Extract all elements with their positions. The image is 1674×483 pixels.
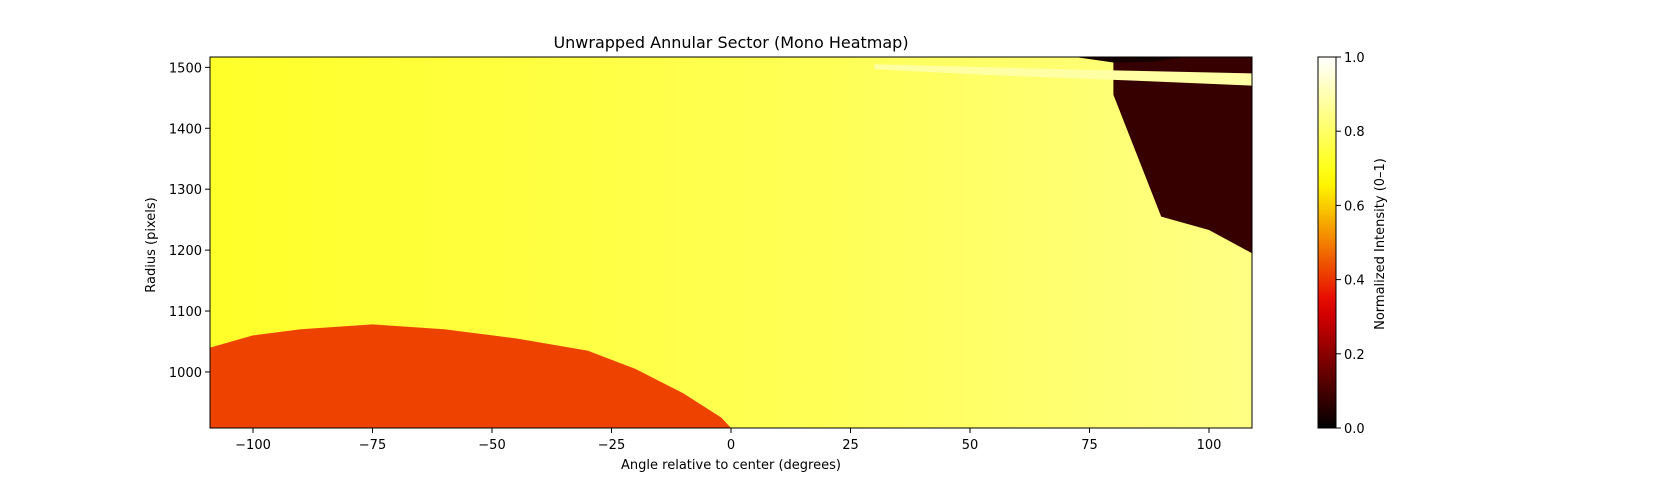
colorbar-tick-label: 0.2	[1344, 348, 1365, 363]
colorbar-tick-label: 0.0	[1344, 422, 1365, 437]
x-tick-label: 0	[727, 438, 735, 453]
x-tick-label: 50	[962, 438, 979, 453]
y-tick-label: 1100	[169, 305, 202, 320]
heatmap-image	[210, 57, 1252, 428]
y-tick-label: 1300	[169, 183, 202, 198]
heatmap-region-lower-left-low-intensity-lobe	[210, 324, 731, 428]
x-tick-label: 75	[1081, 438, 1098, 453]
colorbar-tick-label: 0.8	[1344, 125, 1365, 140]
x-tick-label: −25	[598, 438, 625, 453]
x-axis-label: Angle relative to center (degrees)	[621, 458, 841, 473]
chart-title: Unwrapped Annular Sector (Mono Heatmap)	[553, 33, 908, 52]
y-tick-label: 1000	[169, 366, 202, 381]
x-tick-label: −50	[478, 438, 505, 453]
heatmap-region-top-dark-arc	[1075, 57, 1186, 63]
x-tick-label: −100	[235, 438, 271, 453]
plot-area: −100 −75 −50 −25 0 25 50 75 100 1000 1100 1200 1300 1…	[169, 56, 1253, 453]
heatmap-region-upper-right-dark-region	[1113, 57, 1252, 254]
y-tick-label: 1200	[169, 244, 202, 259]
x-tick-label: 25	[842, 438, 859, 453]
x-tick-label: 100	[1197, 438, 1222, 453]
colorbar-gradient	[1317, 56, 1337, 429]
colorbar-tick-label: 0.4	[1344, 274, 1365, 289]
y-tick-label: 1500	[169, 61, 202, 76]
y-tick-label: 1400	[169, 122, 202, 137]
colorbar-label: Normalized Intensity (0–1)	[1373, 158, 1388, 330]
colorbar: 0.0 0.2 0.4 0.6 0.8 1.0	[1317, 51, 1365, 437]
y-axis-label: Radius (pixels)	[144, 197, 159, 292]
colorbar-tick-label: 1.0	[1344, 51, 1365, 66]
colorbar-tick-label: 0.6	[1344, 199, 1365, 214]
x-tick-label: −75	[359, 438, 386, 453]
heatmap-region-top-right-bright-band	[874, 64, 1252, 86]
